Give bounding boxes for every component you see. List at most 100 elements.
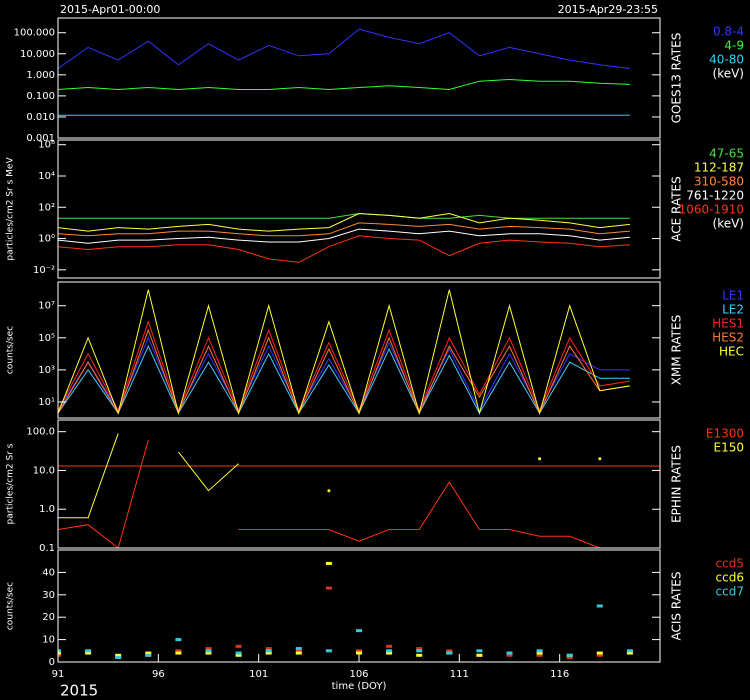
data-point bbox=[446, 649, 453, 653]
data-point bbox=[175, 651, 182, 655]
data-point bbox=[416, 649, 423, 653]
y-tick-label: 10² bbox=[38, 202, 55, 213]
end-time: 2015-Apr29-23:55 bbox=[558, 3, 658, 16]
series-line bbox=[58, 212, 630, 219]
series-line bbox=[58, 289, 630, 416]
y-tick-label: 10¹ bbox=[38, 397, 55, 408]
series-line bbox=[58, 433, 119, 519]
data-point bbox=[596, 653, 603, 657]
series-line bbox=[238, 481, 600, 548]
legend-entry: 40-80 bbox=[709, 53, 744, 67]
data-point bbox=[598, 457, 602, 461]
data-point bbox=[566, 653, 573, 657]
data-point bbox=[265, 649, 272, 653]
panel bbox=[58, 433, 660, 548]
data-point bbox=[175, 638, 182, 642]
y-tick-label: 10⁷ bbox=[38, 301, 55, 312]
y-axis-label: particles/cm2 Sr s MeV bbox=[6, 157, 16, 261]
legend-entry: E1300 bbox=[706, 427, 744, 441]
x-tick-label: 106 bbox=[349, 669, 368, 680]
legend-entry: 310-580 bbox=[694, 175, 744, 189]
y-tick-label: 40 bbox=[42, 567, 55, 578]
data-point bbox=[476, 649, 483, 653]
data-point bbox=[446, 651, 453, 655]
series-line bbox=[58, 328, 630, 415]
series-line bbox=[58, 212, 630, 232]
legend-unit: (keV) bbox=[713, 67, 744, 81]
series-line bbox=[58, 78, 630, 91]
data-point bbox=[235, 653, 242, 657]
legend-entry: 761-1220 bbox=[686, 189, 744, 203]
series-line bbox=[58, 320, 630, 412]
y-axis-label: particles/cm2 Sr s bbox=[6, 443, 16, 524]
data-point bbox=[85, 651, 92, 655]
y-tick-label: 0.1 bbox=[39, 543, 55, 554]
start-time: 2015-Apr01-00:00 bbox=[60, 3, 160, 16]
series-line bbox=[58, 222, 630, 237]
data-point bbox=[205, 647, 212, 651]
panel bbox=[58, 28, 630, 116]
panel-title: ACIS RATES bbox=[670, 571, 684, 640]
data-point bbox=[536, 653, 543, 657]
series-line bbox=[58, 440, 149, 548]
legend-entry: ccd7 bbox=[716, 585, 744, 599]
data-point bbox=[115, 656, 122, 660]
legend-entry: 1060-1910 bbox=[679, 203, 744, 217]
legend-entry: LE1 bbox=[722, 289, 744, 303]
panel-frame bbox=[57, 549, 661, 663]
x-tick-label: 91 bbox=[52, 669, 65, 680]
data-point bbox=[536, 649, 543, 653]
y-tick-label: 10.000 bbox=[20, 49, 55, 60]
legend-entry: HEC bbox=[719, 345, 744, 359]
series-line bbox=[58, 28, 630, 69]
series-line bbox=[58, 235, 630, 263]
x-tick-label: 111 bbox=[450, 669, 469, 680]
y-tick-label: 0.100 bbox=[26, 91, 55, 102]
data-point bbox=[386, 649, 393, 653]
data-point bbox=[295, 649, 302, 653]
y-tick-label: 10⁵ bbox=[38, 333, 55, 344]
legend-entry: LE2 bbox=[722, 303, 744, 317]
data-point bbox=[175, 649, 182, 653]
panel bbox=[58, 561, 633, 660]
panel-frame bbox=[57, 139, 661, 279]
panel bbox=[58, 289, 630, 416]
data-point bbox=[386, 644, 393, 648]
y-axis-label: counts/sec bbox=[6, 326, 16, 374]
panel-title: ACE RATES bbox=[670, 176, 684, 241]
y-tick-label: 0 bbox=[49, 657, 55, 668]
data-point bbox=[235, 651, 242, 655]
data-point bbox=[295, 651, 302, 655]
data-point bbox=[416, 647, 423, 651]
data-point bbox=[58, 649, 61, 653]
y-tick-label: 10⁶ bbox=[38, 140, 55, 151]
data-point bbox=[626, 651, 633, 655]
data-point bbox=[58, 651, 61, 655]
y-tick-label: 0.001 bbox=[26, 133, 55, 144]
legend-entry: ccd6 bbox=[716, 571, 744, 585]
panel-frame bbox=[57, 281, 661, 419]
data-point bbox=[205, 651, 212, 655]
x-axis-label: time (DOY) bbox=[332, 681, 387, 692]
data-point bbox=[295, 647, 302, 651]
data-point bbox=[356, 651, 362, 655]
legend-entry: E150 bbox=[714, 441, 745, 455]
legend-entry: ccd5 bbox=[716, 557, 744, 571]
series-line bbox=[178, 451, 239, 492]
data-point bbox=[85, 649, 92, 653]
data-point bbox=[145, 653, 152, 657]
data-point bbox=[566, 656, 573, 660]
data-point bbox=[538, 457, 542, 461]
data-point bbox=[356, 629, 362, 633]
legend-entry: 112-187 bbox=[694, 161, 744, 175]
x-tick-label: 101 bbox=[249, 669, 268, 680]
legend-entry: 4-9 bbox=[724, 39, 744, 53]
y-tick-label: 10⁰ bbox=[38, 234, 55, 245]
legend-entry: 47-65 bbox=[709, 147, 744, 161]
data-point bbox=[115, 653, 122, 657]
x-tick-label: 116 bbox=[550, 669, 569, 680]
data-point bbox=[626, 649, 633, 653]
y-tick-label: 100.0 bbox=[26, 427, 55, 438]
data-point bbox=[325, 561, 332, 565]
data-point bbox=[356, 649, 362, 653]
